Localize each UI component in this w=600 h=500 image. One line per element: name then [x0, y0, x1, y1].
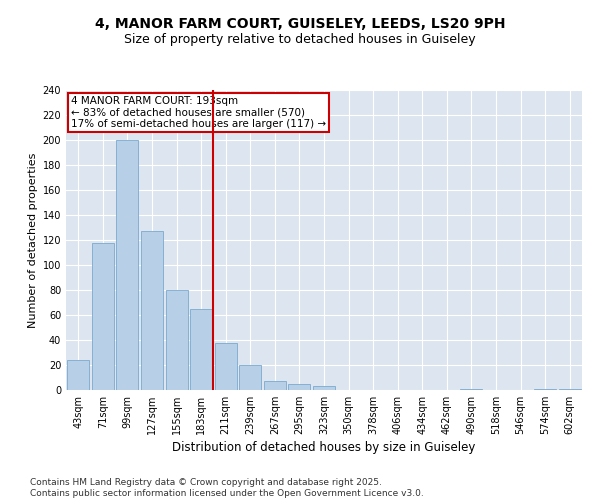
Bar	[264, 381, 286, 390]
Bar	[534, 389, 556, 390]
Bar	[141, 231, 163, 390]
Bar	[239, 365, 262, 390]
Bar	[67, 360, 89, 390]
Text: 4, MANOR FARM COURT, GUISELEY, LEEDS, LS20 9PH: 4, MANOR FARM COURT, GUISELEY, LEEDS, LS…	[95, 18, 505, 32]
Bar	[190, 308, 212, 390]
Text: 4 MANOR FARM COURT: 193sqm
← 83% of detached houses are smaller (570)
17% of sem: 4 MANOR FARM COURT: 193sqm ← 83% of deta…	[71, 96, 326, 129]
Bar	[92, 242, 114, 390]
Bar	[166, 290, 188, 390]
Bar	[559, 389, 581, 390]
Bar	[313, 386, 335, 390]
Text: Size of property relative to detached houses in Guiseley: Size of property relative to detached ho…	[124, 32, 476, 46]
Text: Contains HM Land Registry data © Crown copyright and database right 2025.
Contai: Contains HM Land Registry data © Crown c…	[30, 478, 424, 498]
Y-axis label: Number of detached properties: Number of detached properties	[28, 152, 38, 328]
X-axis label: Distribution of detached houses by size in Guiseley: Distribution of detached houses by size …	[172, 441, 476, 454]
Bar	[460, 389, 482, 390]
Bar	[116, 140, 139, 390]
Bar	[215, 342, 237, 390]
Bar	[289, 384, 310, 390]
